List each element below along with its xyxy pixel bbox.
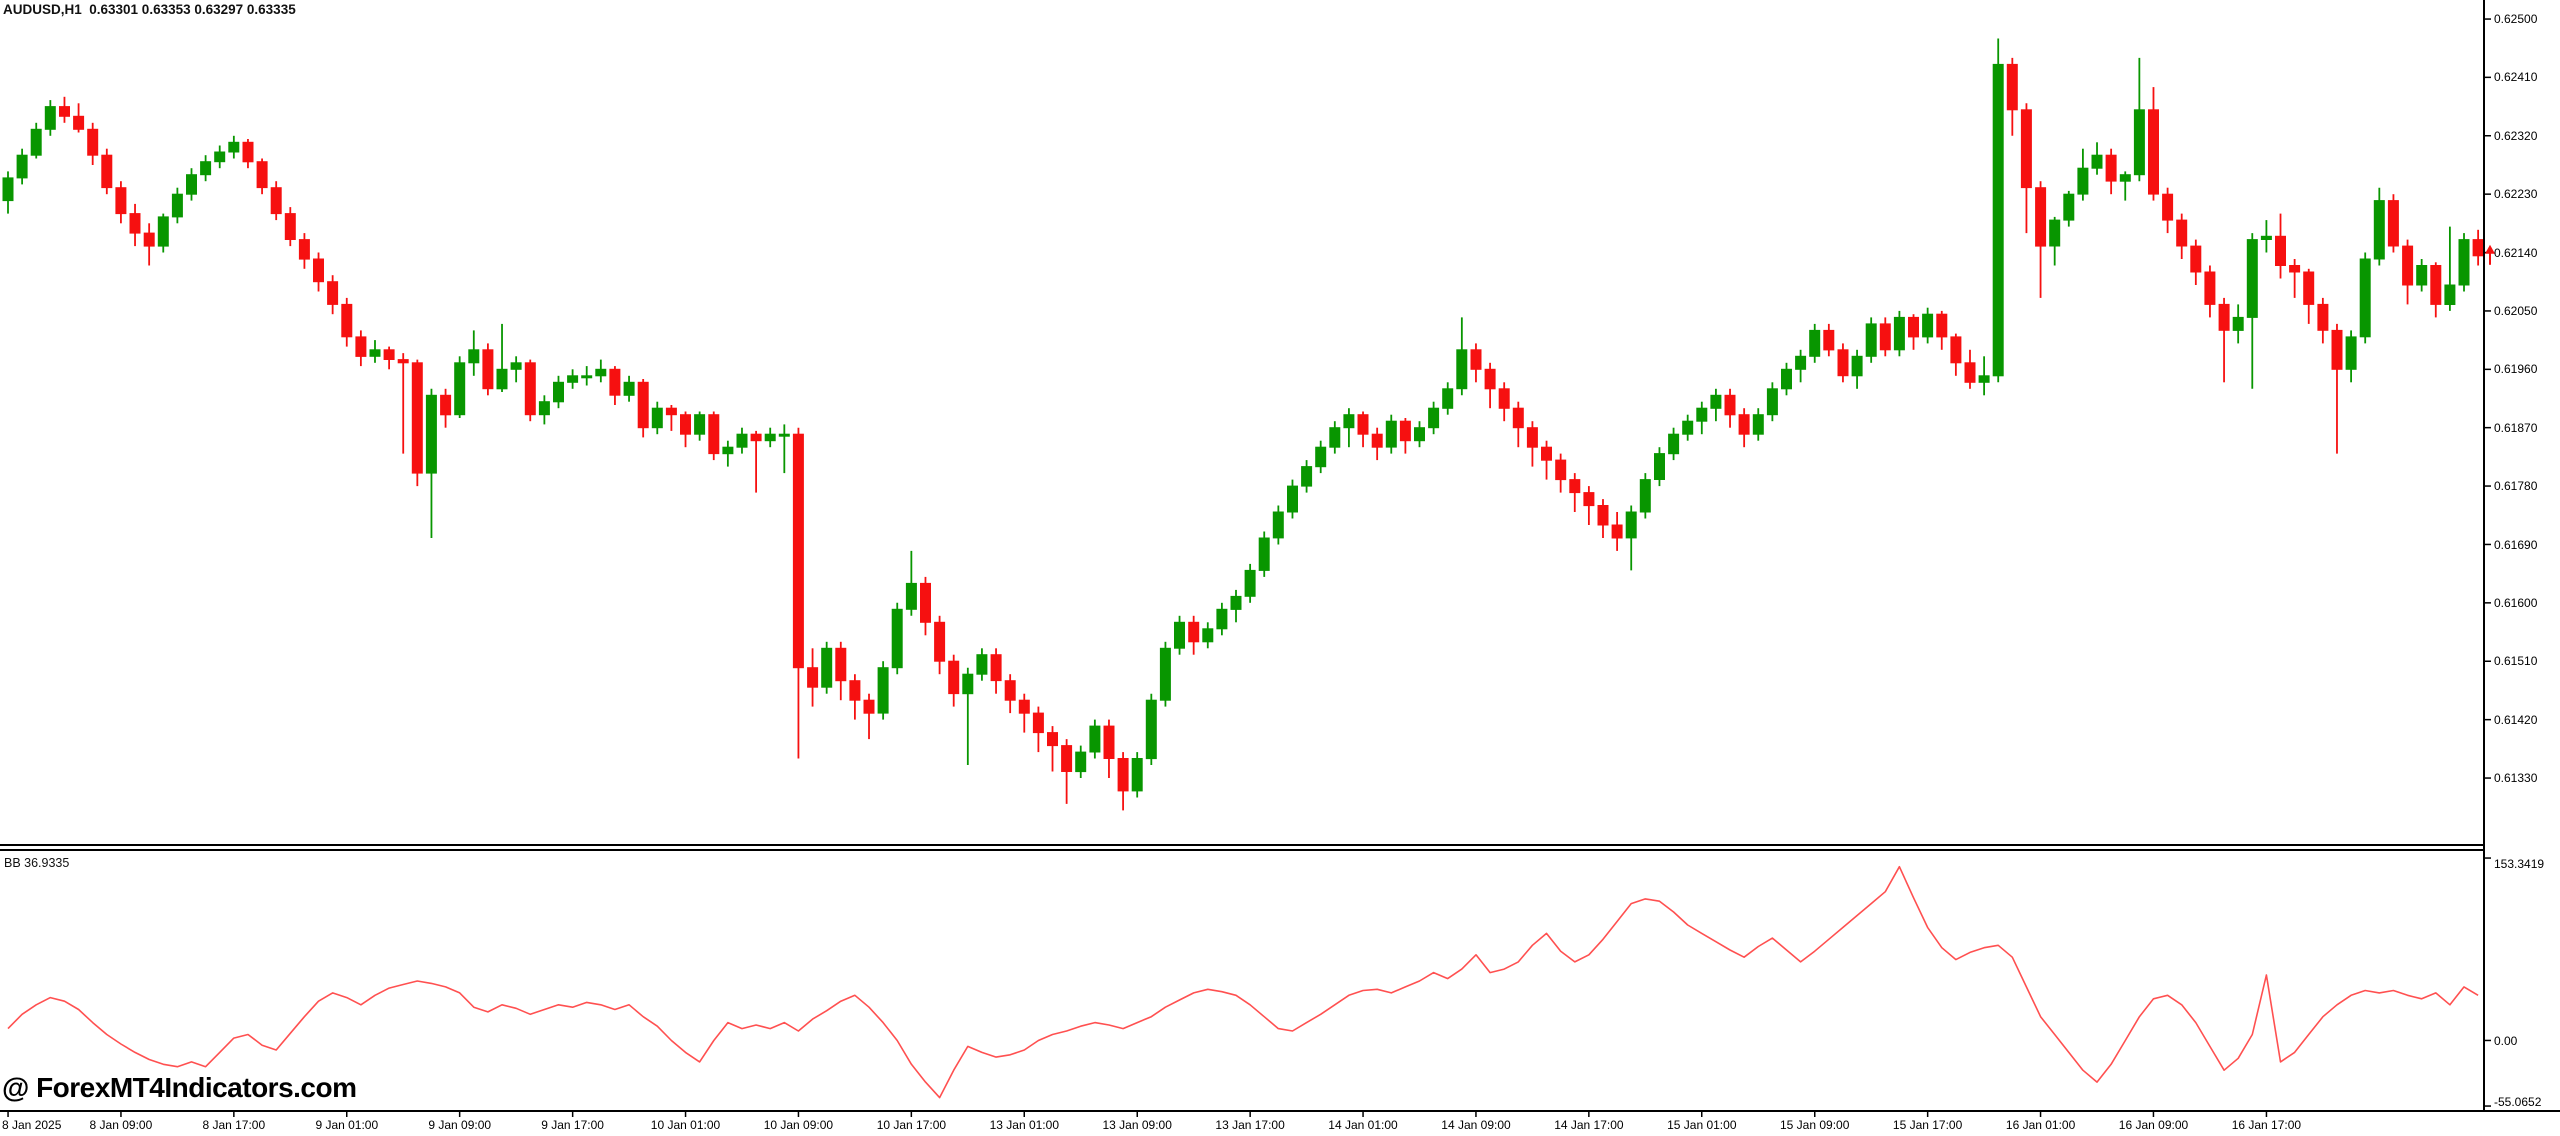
watermark: @ ForexMT4Indicators.com <box>2 1072 357 1103</box>
bb-line <box>7 865 2479 1099</box>
chart-title: AUDUSD,H1 0.63301 0.63353 0.63297 0.6333… <box>3 2 296 17</box>
price-axis-line <box>2483 0 2485 1112</box>
indicator-label: BB 36.9335 <box>4 856 70 870</box>
current-price-marker <box>2485 244 2495 265</box>
pane-separator-top <box>0 844 2483 846</box>
candles-layer <box>2 38 2484 811</box>
pane-separator-bottom <box>0 849 2483 851</box>
time-axis-line <box>0 1110 2560 1112</box>
